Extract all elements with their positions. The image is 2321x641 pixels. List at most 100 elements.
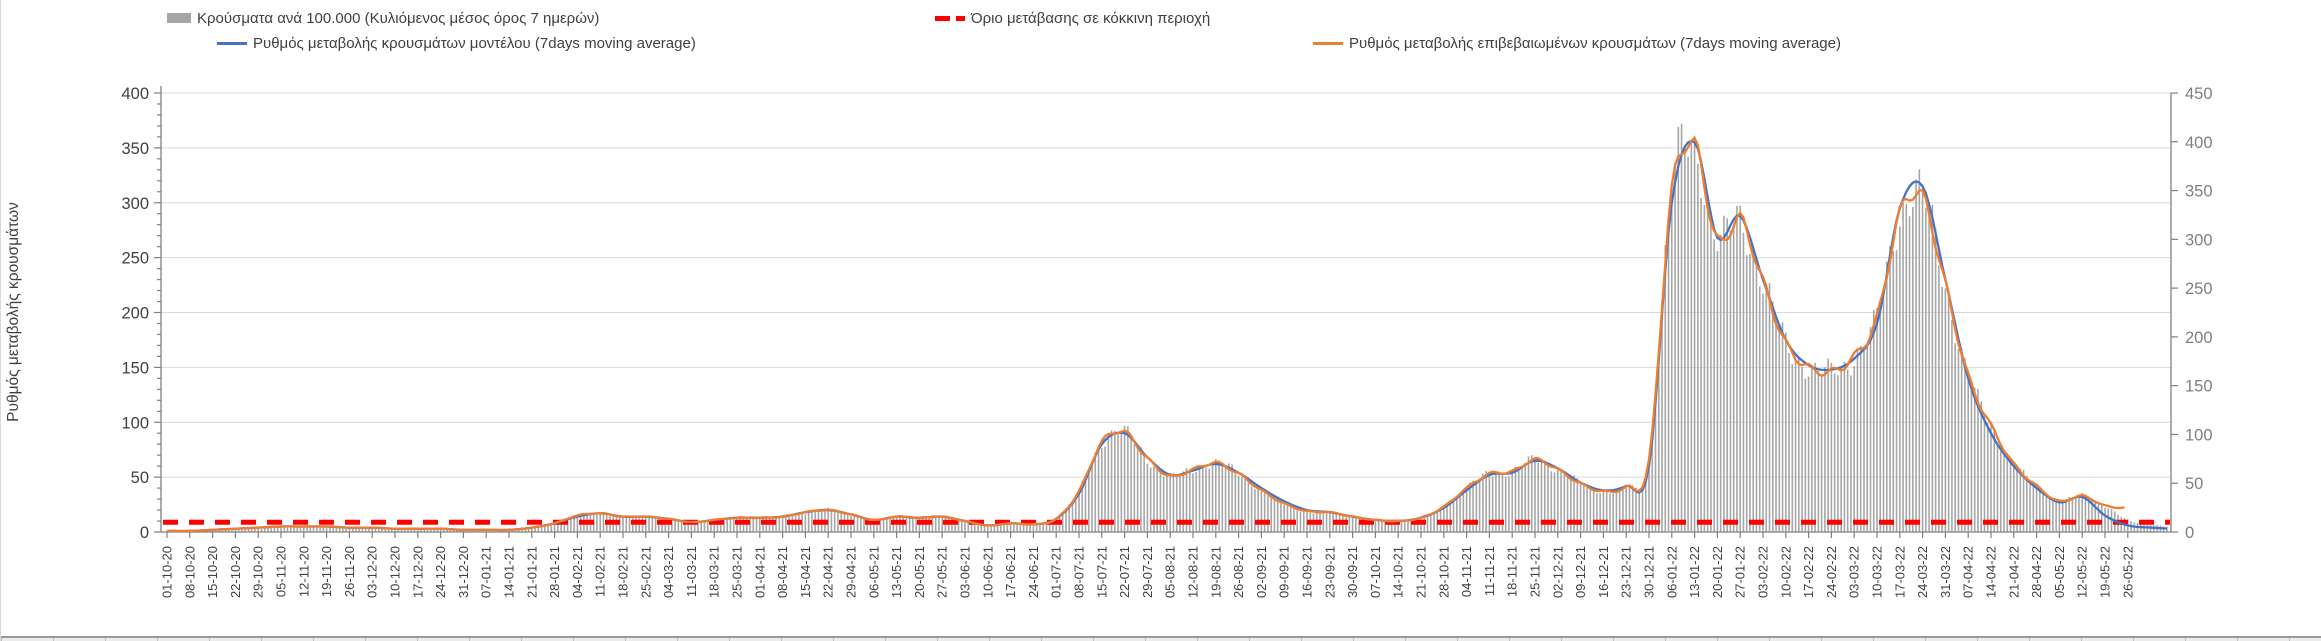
bars-legend-swatch-icon xyxy=(167,13,191,23)
svg-text:16-12-21: 16-12-21 xyxy=(1596,546,1611,598)
svg-text:08-07-21: 08-07-21 xyxy=(1072,546,1087,598)
svg-text:10-12-20: 10-12-20 xyxy=(388,546,403,598)
spreadsheet-row-strip xyxy=(1,636,2321,641)
svg-text:06-05-21: 06-05-21 xyxy=(866,546,881,598)
svg-text:24-06-21: 24-06-21 xyxy=(1026,546,1041,598)
svg-text:28-01-21: 28-01-21 xyxy=(547,546,562,598)
svg-text:10-06-21: 10-06-21 xyxy=(980,546,995,598)
legend-item-model-line: Ρυθμός μεταβολής κρουσμάτων μοντέλου (7d… xyxy=(217,33,696,53)
svg-text:04-02-21: 04-02-21 xyxy=(570,546,585,598)
svg-text:19-08-21: 19-08-21 xyxy=(1208,546,1223,598)
svg-text:05-08-21: 05-08-21 xyxy=(1163,546,1178,598)
svg-text:18-03-21: 18-03-21 xyxy=(707,546,722,598)
confirmed-legend-swatch-icon xyxy=(1313,41,1343,45)
svg-text:02-12-21: 02-12-21 xyxy=(1550,546,1565,598)
svg-text:19-05-22: 19-05-22 xyxy=(2098,546,2113,598)
svg-text:14-04-22: 14-04-22 xyxy=(1984,546,1999,598)
svg-text:11-03-21: 11-03-21 xyxy=(684,546,699,597)
svg-text:29-10-20: 29-10-20 xyxy=(251,546,266,598)
legend-item-cases-bars: Κρούσματα ανά 100.000 (Κυλιόμενος μέσος … xyxy=(167,8,599,28)
svg-text:13-01-22: 13-01-22 xyxy=(1687,546,1702,598)
svg-text:350: 350 xyxy=(2185,183,2213,201)
svg-text:11-11-21: 11-11-21 xyxy=(1482,546,1497,596)
legend-label-confirmed-line: Ρυθμός μεταβολής επιβεβαιωμένων κρουσμάτ… xyxy=(1349,34,1841,52)
svg-text:22-04-21: 22-04-21 xyxy=(821,546,836,598)
svg-text:28-04-22: 28-04-22 xyxy=(2029,546,2044,598)
svg-text:21-01-21: 21-01-21 xyxy=(524,546,539,598)
svg-text:10-02-22: 10-02-22 xyxy=(1778,546,1793,598)
svg-text:350: 350 xyxy=(121,140,149,158)
svg-text:26-05-22: 26-05-22 xyxy=(2120,546,2135,598)
svg-text:07-10-21: 07-10-21 xyxy=(1368,546,1383,598)
svg-text:25-02-21: 25-02-21 xyxy=(638,546,653,598)
svg-text:27-05-21: 27-05-21 xyxy=(935,546,950,598)
svg-text:18-11-21: 18-11-21 xyxy=(1505,546,1520,597)
svg-text:50: 50 xyxy=(131,469,149,487)
svg-text:0: 0 xyxy=(140,524,149,542)
svg-text:31-12-20: 31-12-20 xyxy=(456,546,471,598)
chart-legend: Κρούσματα ανά 100.000 (Κυλιόμενος μέσος … xyxy=(1,0,2321,58)
svg-text:300: 300 xyxy=(2185,231,2213,249)
svg-text:12-11-20: 12-11-20 xyxy=(296,546,311,597)
svg-text:20-01-22: 20-01-22 xyxy=(1710,546,1725,598)
model-legend-swatch-icon xyxy=(217,41,247,45)
svg-text:30-12-21: 30-12-21 xyxy=(1642,546,1657,598)
svg-text:12-05-22: 12-05-22 xyxy=(2075,546,2090,598)
svg-text:01-07-21: 01-07-21 xyxy=(1049,546,1064,598)
svg-text:14-10-21: 14-10-21 xyxy=(1391,546,1406,598)
svg-text:08-10-20: 08-10-20 xyxy=(182,546,197,598)
svg-text:07-01-21: 07-01-21 xyxy=(479,546,494,598)
svg-text:30-09-21: 30-09-21 xyxy=(1345,546,1360,598)
svg-text:10-03-22: 10-03-22 xyxy=(1870,546,1885,598)
svg-text:0: 0 xyxy=(2185,524,2194,542)
axes xyxy=(160,86,2172,533)
svg-text:29-07-21: 29-07-21 xyxy=(1140,546,1155,598)
svg-text:12-08-21: 12-08-21 xyxy=(1186,546,1201,598)
svg-text:250: 250 xyxy=(2185,280,2213,298)
svg-text:100: 100 xyxy=(121,414,149,432)
svg-text:01-10-20: 01-10-20 xyxy=(160,546,175,598)
svg-text:26-11-20: 26-11-20 xyxy=(342,546,357,597)
svg-text:03-03-22: 03-03-22 xyxy=(1847,546,1862,598)
svg-text:22-10-20: 22-10-20 xyxy=(228,546,243,598)
svg-text:17-02-22: 17-02-22 xyxy=(1801,546,1816,598)
svg-text:15-04-21: 15-04-21 xyxy=(798,546,813,598)
svg-text:24-12-20: 24-12-20 xyxy=(433,546,448,598)
gridlines xyxy=(161,92,2171,478)
svg-text:04-11-21: 04-11-21 xyxy=(1459,546,1474,597)
svg-text:31-03-22: 31-03-22 xyxy=(1938,546,1953,598)
legend-item-threshold: Όριο μετάβασης σε κόκκινη περιοχή xyxy=(935,8,1210,28)
svg-text:250: 250 xyxy=(121,250,149,268)
svg-text:100: 100 xyxy=(2185,426,2213,444)
svg-text:13-05-21: 13-05-21 xyxy=(889,546,904,598)
svg-text:06-01-22: 06-01-22 xyxy=(1664,546,1679,598)
svg-text:300: 300 xyxy=(121,195,149,213)
svg-text:15-10-20: 15-10-20 xyxy=(205,546,220,598)
svg-text:17-12-20: 17-12-20 xyxy=(410,546,425,598)
svg-text:09-12-21: 09-12-21 xyxy=(1573,546,1588,598)
svg-text:08-04-21: 08-04-21 xyxy=(775,546,790,598)
svg-text:15-07-21: 15-07-21 xyxy=(1094,546,1109,598)
svg-text:29-04-21: 29-04-21 xyxy=(844,546,859,598)
svg-text:17-06-21: 17-06-21 xyxy=(1003,546,1018,598)
svg-text:14-01-21: 14-01-21 xyxy=(502,546,517,598)
svg-text:05-05-22: 05-05-22 xyxy=(2052,546,2067,598)
svg-text:11-02-21: 11-02-21 xyxy=(593,546,608,597)
svg-text:05-11-20: 05-11-20 xyxy=(274,546,289,597)
left-axis-title: Ρυθμός μεταβολής κρουσμάτων xyxy=(5,202,22,422)
legend-label-cases-bars: Κρούσματα ανά 100.000 (Κυλιόμενος μέσος … xyxy=(197,9,600,27)
svg-text:27-01-22: 27-01-22 xyxy=(1733,546,1748,598)
svg-text:25-03-21: 25-03-21 xyxy=(730,546,745,598)
svg-text:24-02-22: 24-02-22 xyxy=(1824,546,1839,598)
svg-text:26-08-21: 26-08-21 xyxy=(1231,546,1246,598)
x-axis-ticks: 01-10-20 08-10-20 15-10-20 22-10-20 29-10-20… xyxy=(160,532,2135,598)
svg-text:24-03-22: 24-03-22 xyxy=(1915,546,1930,598)
legend-label-model-line: Ρυθμός μεταβολής κρουσμάτων μοντέλου (7d… xyxy=(253,34,696,52)
svg-text:16-09-21: 16-09-21 xyxy=(1300,546,1315,598)
right-axis-ticks: 0 50 100 150 200 250 300 350 400 450 xyxy=(2171,85,2213,542)
svg-text:28-10-21: 28-10-21 xyxy=(1436,546,1451,598)
confirmed-line-series xyxy=(167,136,2125,533)
svg-text:450: 450 xyxy=(2185,85,2213,103)
